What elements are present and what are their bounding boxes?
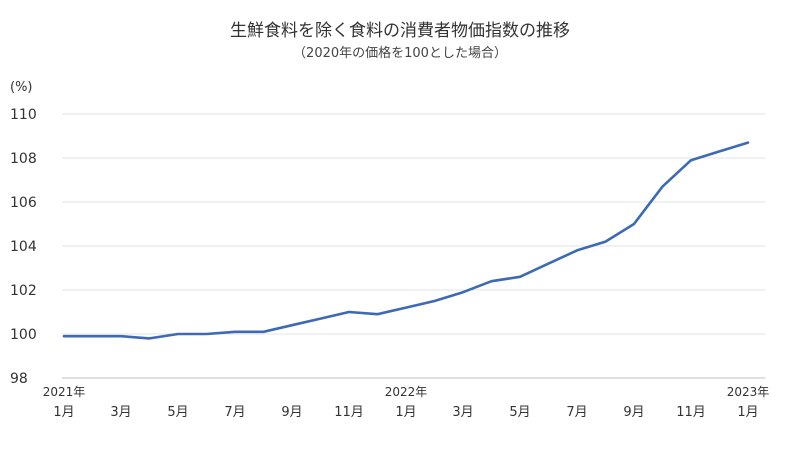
- x-tick-label: 1月: [737, 405, 758, 420]
- x-tick-label: 11月: [334, 405, 364, 420]
- chart-subtitle: （2020年の価格を100とした場合）: [293, 46, 507, 61]
- x-tick-label: 11月: [676, 405, 706, 420]
- x-tick-label: 1月: [53, 405, 74, 420]
- x-tick-label: 7月: [566, 405, 587, 420]
- y-tick-label: 110: [10, 107, 37, 123]
- series-layer: [62, 141, 750, 340]
- y-axis: 98 100 102 104 106 108 110: [10, 107, 37, 387]
- x-year-label: 2022年: [385, 385, 428, 399]
- series-line: [62, 141, 750, 340]
- y-axis-unit-label: (%): [10, 80, 33, 95]
- y-tick-label: 104: [10, 239, 37, 255]
- y-tick-label: 106: [10, 195, 37, 211]
- chart-title: 生鮮食料を除く食料の消費者物価指数の推移: [230, 21, 570, 41]
- y-tick-label: 100: [10, 327, 37, 343]
- x-tick-label: 9月: [281, 405, 302, 420]
- x-tick-label: 1月: [395, 405, 416, 420]
- x-tick-label: 9月: [623, 405, 644, 420]
- y-tick-label: 98: [10, 371, 28, 387]
- x-tick-label: 5月: [167, 405, 188, 420]
- x-year-label: 2023年: [727, 385, 770, 399]
- y-tick-label: 102: [10, 283, 37, 299]
- gridlines: [62, 113, 765, 379]
- y-tick-label: 108: [10, 151, 37, 167]
- x-tick-label: 5月: [509, 405, 530, 420]
- x-tick-label: 3月: [452, 405, 473, 420]
- x-tick-label: 7月: [224, 405, 245, 420]
- x-tick-label: 3月: [110, 405, 131, 420]
- x-year-label: 2021年: [43, 385, 86, 399]
- x-axis: 1月 3月 5月 7月 9月 11月 1月 3月 5月 7月 9月 11月 1月 2021年 2022年 20…: [43, 385, 770, 420]
